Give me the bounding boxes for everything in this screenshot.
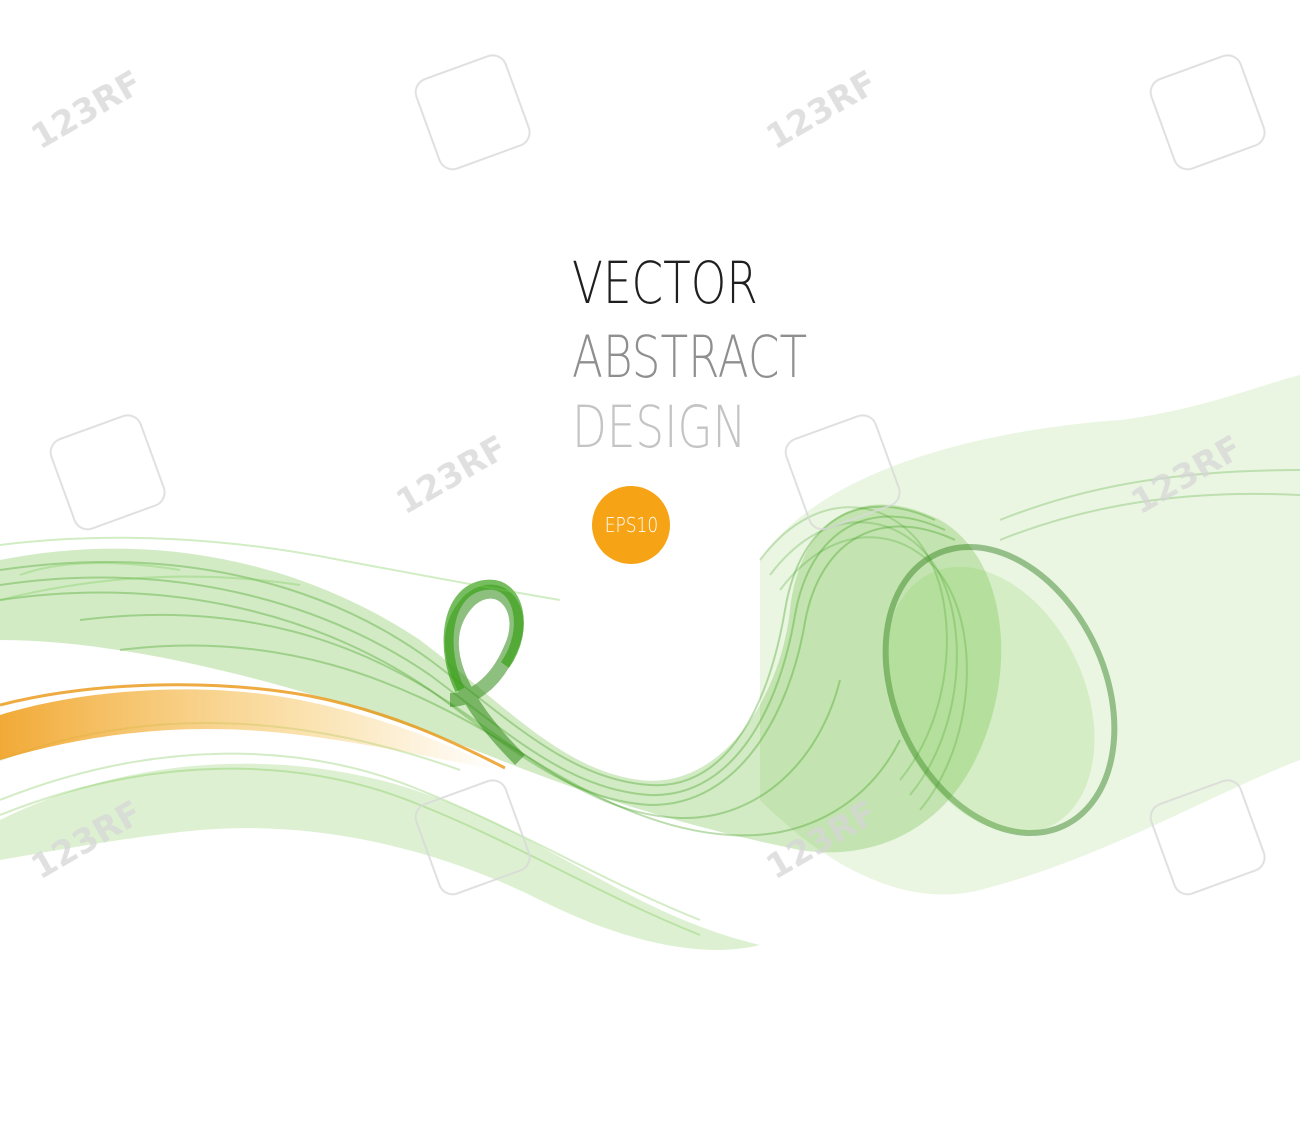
headline-design: DESIGN — [572, 393, 747, 461]
wave-ribbon-orange — [0, 689, 500, 770]
headline-vector: VECTOR — [572, 249, 758, 317]
headline-abstract: ABSTRACT — [572, 323, 808, 391]
wave-ring — [882, 543, 1118, 837]
watermark-text: 123RF — [25, 63, 149, 158]
wave-curl — [443, 579, 524, 693]
eps10-badge: EPS10 — [592, 486, 670, 564]
watermark-text: 123RF — [760, 63, 884, 158]
watermark-layer — [49, 54, 1266, 896]
wave-band-main — [0, 504, 1002, 853]
wave-ribbon-lower — [0, 763, 760, 950]
watermark-text: 123RF — [390, 428, 514, 523]
eps10-badge-label: EPS10 — [604, 513, 658, 537]
wave-ribbon-right — [760, 375, 1300, 895]
